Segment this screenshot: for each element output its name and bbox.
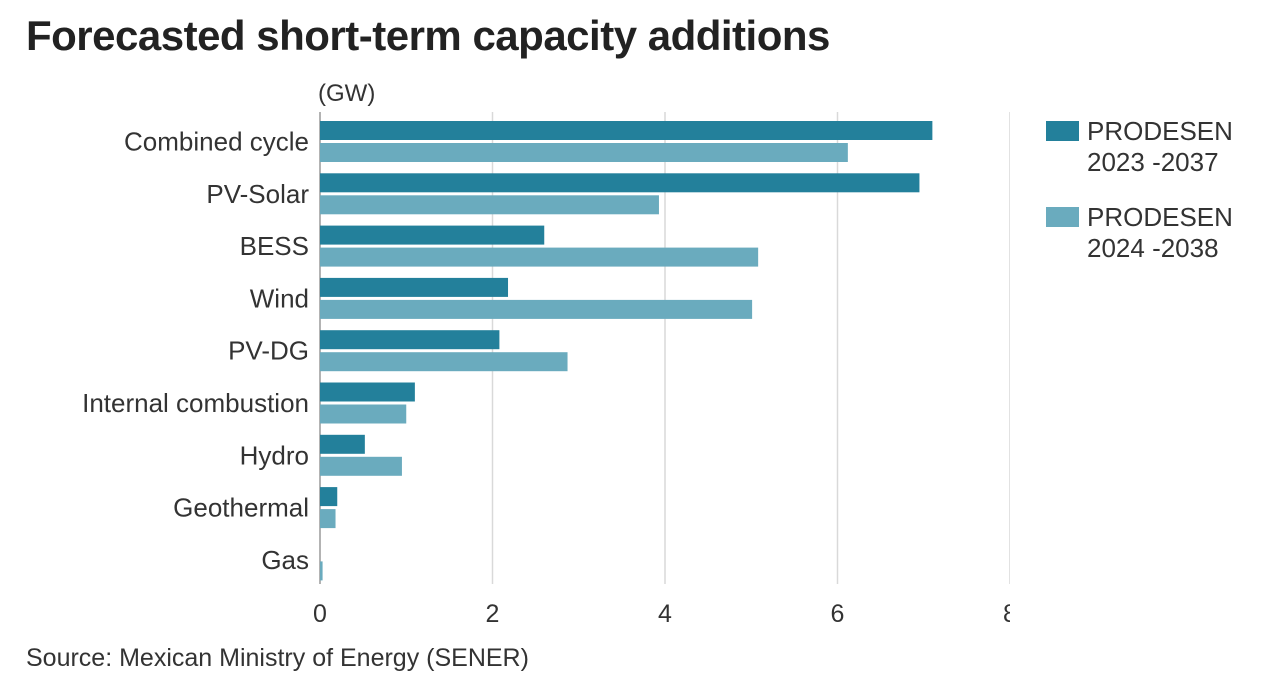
bar-2024 bbox=[320, 561, 323, 581]
bar-2024 bbox=[320, 247, 759, 267]
chart-title: Forecasted short-term capacity additions bbox=[26, 12, 830, 59]
category-label: PV-DG bbox=[228, 336, 309, 366]
x-tick-labels: 0 2 4 6 8 bbox=[313, 600, 1010, 628]
x-tick-label: 8 bbox=[1003, 600, 1010, 628]
legend-swatch-2023 bbox=[1046, 121, 1079, 141]
category-labels: Combined cycle PV-Solar BESS Wind PV-DG Inter… bbox=[82, 127, 309, 575]
bar-2024 bbox=[320, 143, 848, 162]
legend-label-2023-line2: 2023 -2037 bbox=[1087, 147, 1219, 177]
bar-2023 bbox=[320, 330, 500, 350]
source-note: Source: Mexican Ministry of Energy (SENE… bbox=[26, 644, 529, 672]
legend-label-2024: PRODESEN 2024 -2038 bbox=[1087, 202, 1267, 264]
bar-2023 bbox=[320, 173, 920, 193]
bar-2024 bbox=[320, 456, 402, 476]
category-label: PV-Solar bbox=[206, 179, 309, 209]
legend-item-2024: PRODESEN 2024 -2038 bbox=[1046, 202, 1267, 264]
category-label: Internal combustion bbox=[82, 388, 309, 418]
legend-item-2023: PRODESEN 2023 -2037 bbox=[1046, 116, 1267, 178]
bar-2023 bbox=[320, 487, 338, 507]
category-label: Hydro bbox=[240, 440, 309, 470]
category-label: Combined cycle bbox=[124, 127, 309, 157]
bar-2023 bbox=[320, 225, 545, 245]
legend-swatch-2024 bbox=[1046, 207, 1079, 227]
legend-label-2023-line1: PRODESEN bbox=[1087, 116, 1233, 146]
bar-chart: Combined cycle PV-Solar BESS Wind PV-DG Inter… bbox=[82, 112, 1010, 628]
unit-label: (GW) bbox=[318, 80, 376, 107]
category-label: BESS bbox=[240, 231, 309, 261]
x-tick-label: 0 bbox=[313, 600, 327, 628]
category-label: Wind bbox=[250, 283, 309, 313]
bar-2023 bbox=[320, 277, 509, 297]
x-tick-label: 2 bbox=[486, 600, 500, 628]
category-label: Geothermal bbox=[173, 493, 309, 523]
bar-2024 bbox=[320, 509, 336, 529]
bar-2023 bbox=[320, 382, 415, 402]
category-label: Gas bbox=[261, 545, 309, 575]
bar-2024 bbox=[320, 404, 407, 424]
legend: PRODESEN 2023 -2037 PRODESEN 2024 -2038 bbox=[1046, 116, 1267, 288]
legend-label-2024-line1: PRODESEN bbox=[1087, 202, 1233, 232]
bar-2023 bbox=[320, 434, 365, 454]
bar-2024 bbox=[320, 299, 753, 319]
bar-2024 bbox=[320, 195, 659, 215]
x-tick-label: 4 bbox=[658, 600, 672, 628]
bar-2024 bbox=[320, 352, 568, 372]
bar-2023 bbox=[320, 121, 933, 140]
legend-label-2024-line2: 2024 -2038 bbox=[1087, 233, 1219, 263]
bars bbox=[320, 121, 933, 581]
legend-label-2023: PRODESEN 2023 -2037 bbox=[1087, 116, 1267, 178]
x-tick-label: 6 bbox=[831, 600, 845, 628]
